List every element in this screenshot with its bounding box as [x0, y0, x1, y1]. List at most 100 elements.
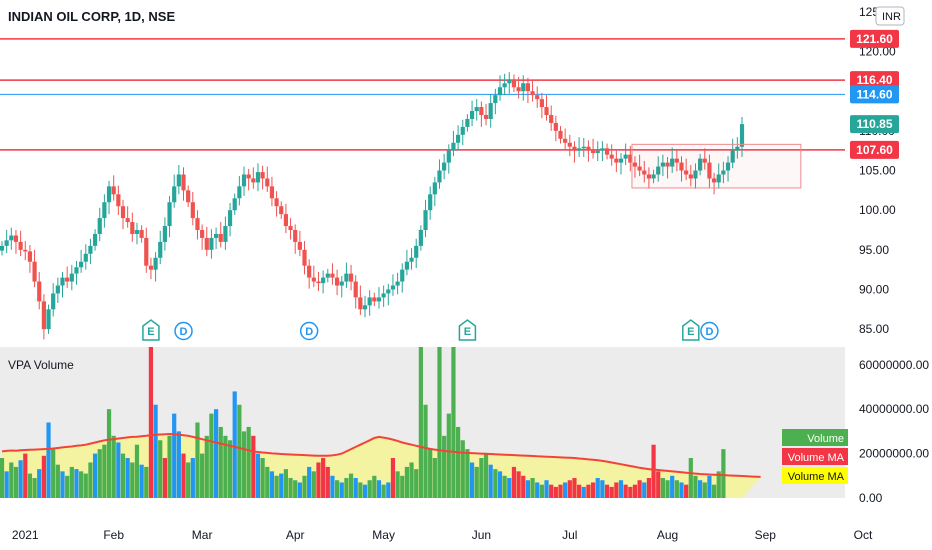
volume-bar: [665, 480, 670, 498]
consolidation-box[interactable]: [631, 143, 802, 189]
candle-body: [302, 249, 307, 266]
volume-bars: [0, 347, 761, 498]
volume-bar: [241, 431, 247, 498]
dividend-marker-icon[interactable]: D: [299, 321, 319, 341]
candle-body: [386, 289, 391, 294]
event-marker-letter: D: [705, 326, 713, 338]
volume-bar: [353, 478, 358, 498]
volume-bar: [656, 471, 661, 498]
volume-bar: [442, 435, 447, 498]
candle-body: [274, 198, 279, 207]
volume-bar: [213, 409, 219, 498]
dividend-marker-icon[interactable]: D: [700, 321, 719, 341]
event-marker-letter: E: [147, 326, 154, 338]
dividend-marker-icon[interactable]: D: [174, 321, 193, 341]
volume-axis: 60000000.00 40000000.00 20000000.00 0.00: [859, 358, 929, 505]
candle-body: [111, 186, 116, 195]
volume-bar: [13, 466, 19, 498]
candle-body: [218, 233, 223, 242]
price-tick-label: 90.00: [859, 282, 889, 296]
candle-body: [572, 146, 577, 151]
candle-body: [316, 281, 321, 284]
candle-body: [204, 237, 209, 250]
volume-bar: [381, 484, 386, 498]
volume-bar: [646, 478, 652, 498]
candle-body: [730, 150, 735, 163]
currency-badge[interactable]: INR: [875, 6, 905, 26]
candle-body: [27, 251, 33, 262]
price-tag: 110.85: [850, 115, 899, 134]
volume-bar: [651, 444, 656, 498]
candle-body: [465, 118, 470, 127]
volume-bar: [460, 440, 465, 498]
candle-body: [684, 170, 689, 175]
volume-tick-label: 20000000.00: [859, 447, 929, 461]
time-tick-label: Apr: [286, 528, 305, 542]
volume-bar: [544, 480, 549, 498]
candle-body: [660, 162, 665, 167]
volume-bar: [274, 475, 279, 498]
time-tick-label: Jul: [562, 528, 577, 542]
candle-body: [739, 124, 745, 147]
volume-bar: [456, 426, 461, 498]
candle-body: [642, 170, 647, 175]
candle-body: [148, 265, 154, 270]
candle-body: [181, 174, 186, 191]
candle-body: [55, 285, 60, 294]
volume-bar: [23, 453, 28, 498]
volume-bar: [386, 482, 391, 498]
candle-body: [493, 95, 498, 104]
candle-body: [125, 218, 130, 223]
volume-bar: [483, 453, 489, 498]
volume-bar: [134, 444, 140, 498]
candle-body: [451, 142, 456, 151]
volume-bar: [539, 484, 544, 498]
candlestick-series: [0, 72, 745, 340]
volume-legend-label: Volume MA: [788, 471, 845, 483]
candle-body: [530, 91, 535, 96]
candle-body: [414, 245, 419, 258]
volume-bar: [358, 482, 363, 498]
candle-body: [563, 138, 568, 143]
candle-body: [167, 202, 172, 227]
time-tick-label: 2021: [12, 528, 39, 542]
volume-bar: [549, 484, 554, 498]
time-tick-label: Jun: [472, 528, 491, 542]
volume-bar: [525, 480, 531, 498]
candle-body: [172, 186, 177, 203]
candle-body: [260, 172, 265, 179]
volume-bar: [260, 458, 265, 498]
volume-bar: [437, 347, 442, 498]
candle-body: [195, 218, 200, 230]
candle-body: [321, 277, 326, 284]
candle-body: [269, 186, 275, 199]
volume-bar: [307, 466, 312, 498]
price-tag: 121.60: [850, 29, 899, 48]
price-tick-label: 95.00: [859, 243, 889, 257]
candle-body: [227, 210, 233, 227]
candle-body: [544, 107, 549, 115]
volume-bar: [69, 466, 74, 498]
earnings-marker-icon[interactable]: E: [142, 319, 160, 341]
event-marker-letter: E: [687, 326, 694, 338]
candle-body: [334, 277, 340, 286]
candle-body: [390, 285, 396, 290]
candle-body: [460, 126, 465, 135]
earnings-marker-icon[interactable]: E: [682, 319, 700, 341]
candle-body: [116, 194, 121, 207]
volume-bar: [423, 404, 428, 498]
candle-body: [600, 148, 605, 151]
candle-body: [418, 230, 423, 246]
volume-bar: [297, 482, 302, 498]
candle-body: [92, 233, 98, 246]
volume-legend: Volume Volume MA Volume MA: [782, 429, 848, 484]
volume-bar: [344, 478, 349, 498]
volume-bar: [590, 482, 596, 498]
candle-body: [735, 146, 740, 151]
earnings-marker-icon[interactable]: E: [458, 319, 477, 341]
candle-body: [446, 150, 451, 163]
volume-bar: [74, 469, 79, 498]
candle-body: [586, 146, 591, 151]
volume-bar: [362, 484, 368, 498]
